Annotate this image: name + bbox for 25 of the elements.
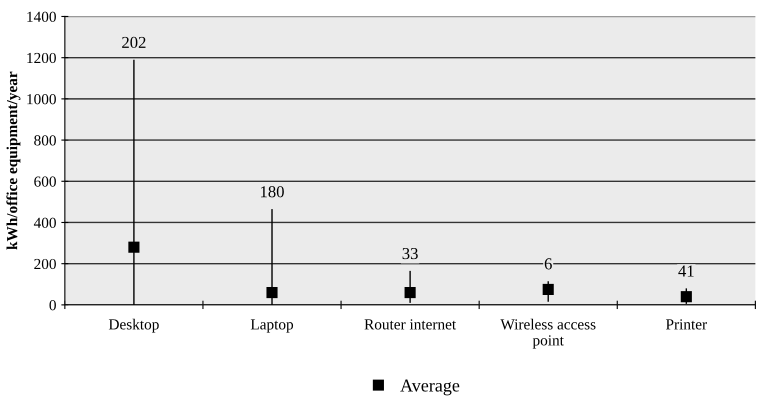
- y-tick-label: 800: [34, 135, 56, 146]
- annotation: 6: [544, 258, 552, 270]
- annotation: 41: [678, 266, 694, 277]
- y-tick-label: 1400: [27, 12, 56, 22]
- x-tick-label: Printer: [666, 319, 707, 330]
- annotation: 180: [260, 186, 284, 198]
- x-tick-label: Laptop: [250, 319, 294, 333]
- y-axis-title: kWh/office equipment/year: [6, 72, 20, 250]
- y-tick-label: 1000: [27, 94, 56, 104]
- annotation: 202: [122, 36, 146, 48]
- y-tick-label: 0: [49, 300, 56, 310]
- point: [266, 286, 278, 298]
- x-tick-label: Router internet: [364, 319, 456, 330]
- point: [680, 291, 692, 302]
- legend-label: Average: [400, 380, 460, 396]
- y-tick-label: 1200: [27, 52, 56, 64]
- y-tick-label: 600: [34, 176, 56, 187]
- y-tick-label: 200: [34, 258, 56, 270]
- x-tick-label: Desktop: [108, 318, 159, 333]
- y-tick-label: 400: [34, 218, 56, 228]
- annotation: 33: [402, 248, 418, 260]
- point: [404, 286, 416, 298]
- point: [128, 242, 140, 253]
- point: [542, 284, 554, 295]
- x-tick-label: Wireless access point: [500, 318, 596, 349]
